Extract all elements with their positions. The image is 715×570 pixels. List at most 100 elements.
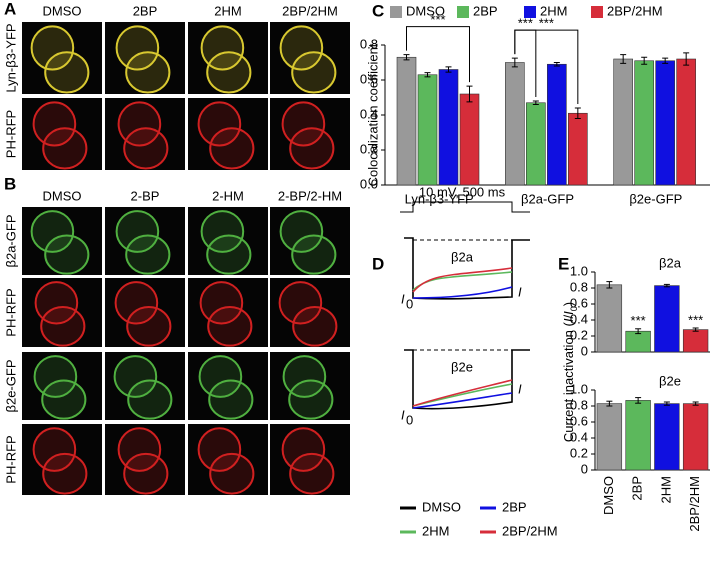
y-tick-label: 0	[581, 343, 588, 358]
legend-label: 2BP	[473, 3, 498, 18]
error-bar	[466, 85, 473, 103]
bar	[596, 403, 623, 471]
cell	[289, 127, 335, 170]
bar	[547, 63, 567, 186]
micrograph	[105, 424, 185, 495]
cell	[127, 379, 173, 420]
micrograph	[270, 424, 350, 495]
cell	[292, 305, 338, 347]
legend-label: 2HM	[540, 3, 567, 18]
y-tick-label: 0.4	[570, 311, 588, 326]
y-tick-label: 0.0	[360, 176, 378, 191]
micrograph	[270, 352, 350, 420]
cell	[281, 427, 326, 472]
significance-label: ***	[518, 16, 533, 31]
cell	[209, 452, 255, 495]
error-bar	[663, 401, 670, 406]
cell	[208, 379, 254, 420]
x-tick-label: β2e-GFP	[629, 191, 682, 206]
row-label: PH-RFP	[3, 288, 18, 336]
legend-label: DMSO	[406, 3, 445, 18]
bar	[682, 403, 709, 471]
cell	[199, 281, 244, 325]
row-label: β2e-GFP	[3, 360, 18, 413]
cell	[123, 127, 169, 170]
legend-label: 2BP	[502, 499, 527, 514]
y-tick-label: 0.8	[360, 36, 378, 51]
cells	[200, 210, 252, 275]
cell	[278, 281, 323, 325]
cell	[279, 210, 324, 253]
x-tick-label: 2BP	[630, 476, 645, 501]
cell	[206, 234, 252, 275]
bar	[526, 102, 546, 186]
cells	[30, 210, 90, 275]
legend-label: DMSO	[422, 499, 461, 514]
micrograph	[188, 22, 268, 94]
cells	[117, 427, 169, 495]
cell	[281, 101, 326, 147]
bar	[654, 403, 680, 471]
column-label: 2-BP	[131, 188, 160, 203]
cells	[115, 25, 171, 94]
current-label: I	[518, 381, 522, 396]
error-bar	[635, 397, 642, 404]
micrograph	[188, 207, 268, 275]
error-bar	[662, 57, 669, 64]
cell	[207, 305, 253, 347]
cells	[34, 281, 86, 347]
y-axis-label-part: )	[561, 302, 576, 306]
bar	[417, 74, 438, 186]
error-bar	[663, 283, 670, 288]
y-axis-label: Current inactivation (I/I0)	[561, 302, 579, 442]
bar	[654, 285, 680, 353]
significance-label: ***	[631, 313, 646, 328]
y-axis-label-part: Current inactivation (	[561, 321, 576, 442]
cell	[291, 51, 337, 94]
y-tick-label: 0.2	[570, 327, 588, 342]
bar	[505, 62, 525, 186]
row-label: PH-RFP	[3, 435, 18, 483]
cell	[33, 355, 78, 398]
cells	[198, 355, 254, 420]
micrograph	[188, 278, 268, 347]
row-label: Lyn-β3-YFP	[3, 23, 18, 92]
cell	[197, 427, 242, 472]
y-axis-label-part: 0	[569, 306, 579, 311]
cell	[32, 101, 77, 147]
cells	[199, 281, 253, 347]
y-axis-label-part: /	[561, 315, 576, 319]
cell	[288, 379, 334, 420]
panel-letter: A	[4, 0, 16, 18]
row-label: β2a-GFP	[3, 215, 18, 268]
x-tick-label: Lyn-β3-YFP	[405, 191, 474, 206]
cells	[115, 210, 171, 275]
y-tick-label: 0.4	[570, 429, 588, 444]
significance-label: ***	[539, 16, 554, 31]
cells	[197, 101, 255, 170]
cell	[126, 305, 172, 347]
cell	[115, 25, 160, 71]
legend-label: 2BP/2HM	[607, 3, 663, 18]
y-axis-label-part: I	[561, 318, 576, 322]
cell	[30, 25, 75, 71]
y-tick-label: 1.0	[570, 381, 588, 396]
x-tick-label: β2a-GFP	[521, 191, 574, 206]
bar	[634, 60, 654, 186]
error-bar	[641, 56, 648, 65]
cells	[281, 101, 335, 170]
legend-swatch	[457, 6, 469, 18]
cell	[279, 25, 324, 71]
cells	[30, 25, 90, 94]
current-sub: 0	[406, 412, 413, 427]
bar	[625, 330, 651, 353]
y-tick-label: 0.6	[570, 295, 588, 310]
cell	[42, 127, 88, 170]
cells	[113, 355, 173, 420]
column-label: 2BP/2HM	[282, 3, 338, 18]
cells	[282, 355, 334, 420]
cells	[114, 281, 172, 347]
error-bar	[445, 66, 452, 73]
column-label: 2-BP/2-HM	[278, 188, 342, 203]
y-tick-label: 0.6	[570, 413, 588, 428]
